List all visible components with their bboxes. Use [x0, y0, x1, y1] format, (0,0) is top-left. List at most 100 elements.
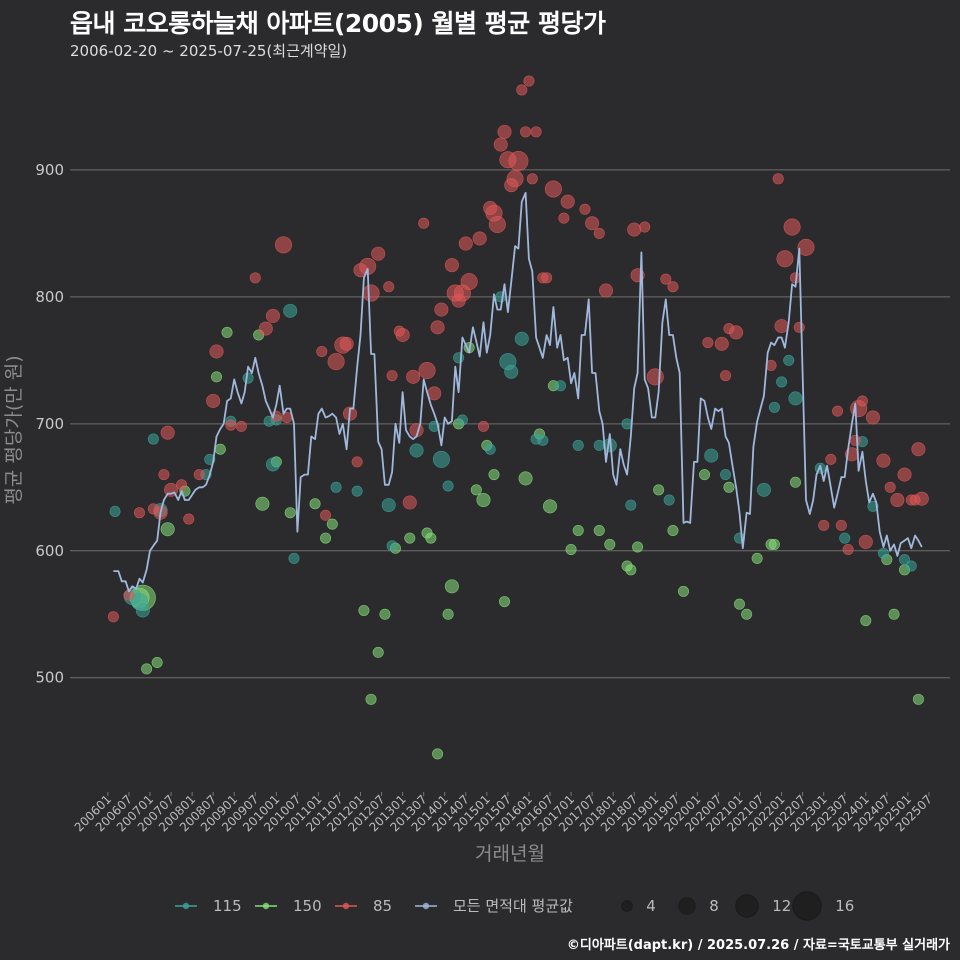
point-85 [107, 611, 119, 623]
point-85 [183, 513, 195, 525]
point-85 [472, 231, 487, 246]
point-85 [720, 370, 732, 382]
point-150 [365, 693, 377, 705]
point-150 [160, 522, 175, 537]
point-85 [506, 170, 524, 188]
point-150 [488, 469, 500, 481]
point-115 [504, 364, 519, 379]
point-85 [225, 419, 237, 431]
point-150 [255, 496, 270, 511]
point-85 [493, 137, 508, 152]
legend-size-label: 8 [709, 897, 719, 915]
point-115 [495, 291, 507, 303]
point-150 [284, 507, 296, 519]
point-115 [242, 372, 254, 384]
point-150 [723, 481, 735, 493]
point-85 [897, 467, 912, 482]
point-150 [442, 608, 454, 620]
point-85 [593, 227, 605, 239]
point-85 [235, 420, 247, 432]
x-axis-title: 거래년월 [475, 843, 545, 865]
point-115 [109, 505, 121, 517]
legend-size-circle [678, 897, 696, 915]
point-115 [625, 499, 637, 511]
point-115 [839, 532, 851, 544]
point-85 [856, 395, 868, 407]
point-150 [151, 657, 163, 669]
point-85 [406, 369, 421, 384]
legend-dot-115 [182, 902, 190, 910]
point-115 [788, 391, 803, 406]
y-axis-title: 평균 평당가(만 원) [3, 355, 25, 504]
point-150 [214, 443, 226, 455]
point-150 [320, 532, 332, 544]
legend-size-label: 16 [835, 897, 854, 915]
point-115 [783, 354, 795, 366]
point-150 [425, 532, 437, 544]
point-115 [453, 352, 465, 364]
point-85 [842, 544, 854, 556]
point-115 [283, 303, 298, 318]
point-85 [579, 203, 591, 215]
point-85 [327, 353, 345, 371]
point-115 [572, 439, 584, 451]
point-115 [704, 448, 719, 463]
scatter-points [107, 75, 929, 760]
point-85 [772, 173, 784, 185]
point-115 [768, 401, 780, 413]
point-150 [677, 585, 689, 597]
point-85 [488, 216, 506, 234]
point-85 [702, 337, 714, 349]
point-150 [499, 596, 511, 608]
point-85 [158, 469, 170, 481]
point-85 [418, 362, 436, 380]
point-150 [625, 564, 637, 576]
point-150 [211, 371, 223, 383]
point-85 [818, 519, 830, 531]
point-85 [729, 325, 744, 340]
point-150 [860, 615, 872, 627]
point-85 [497, 124, 512, 139]
point-85 [160, 425, 175, 440]
point-115 [756, 482, 771, 497]
point-85 [530, 126, 542, 138]
point-85 [523, 75, 535, 87]
legend-label-150: 150 [293, 897, 322, 915]
point-85 [884, 481, 896, 493]
point-150 [751, 552, 763, 564]
legend-label-avg: 모든 면적대 평균값 [453, 897, 573, 915]
legend-size-label: 4 [646, 897, 656, 915]
point-115 [877, 547, 889, 559]
point-85 [544, 180, 562, 198]
point-150 [667, 524, 679, 536]
point-115 [432, 450, 450, 468]
point-85 [598, 283, 613, 298]
point-115 [484, 443, 496, 455]
point-85 [558, 212, 570, 224]
point-85 [835, 519, 847, 531]
point-150 [542, 499, 557, 514]
point-85 [832, 405, 844, 417]
point-85 [383, 281, 395, 293]
point-85 [265, 308, 280, 323]
legend-label-115: 115 [213, 897, 242, 915]
point-85 [774, 319, 789, 334]
point-150 [572, 524, 584, 536]
point-85 [430, 320, 445, 335]
point-85 [402, 495, 417, 510]
point-150 [476, 492, 491, 507]
point-115 [905, 560, 917, 572]
point-85 [193, 469, 205, 481]
point-85 [258, 321, 273, 336]
y-tick-label: 700 [35, 415, 64, 433]
point-85 [776, 250, 794, 268]
point-85 [627, 222, 642, 237]
point-85 [460, 273, 478, 291]
point-115 [351, 485, 363, 497]
average-line [113, 191, 923, 593]
point-85 [783, 218, 801, 236]
y-tick-label: 600 [35, 542, 64, 560]
y-tick-label: 500 [35, 669, 64, 687]
point-85 [849, 434, 861, 446]
